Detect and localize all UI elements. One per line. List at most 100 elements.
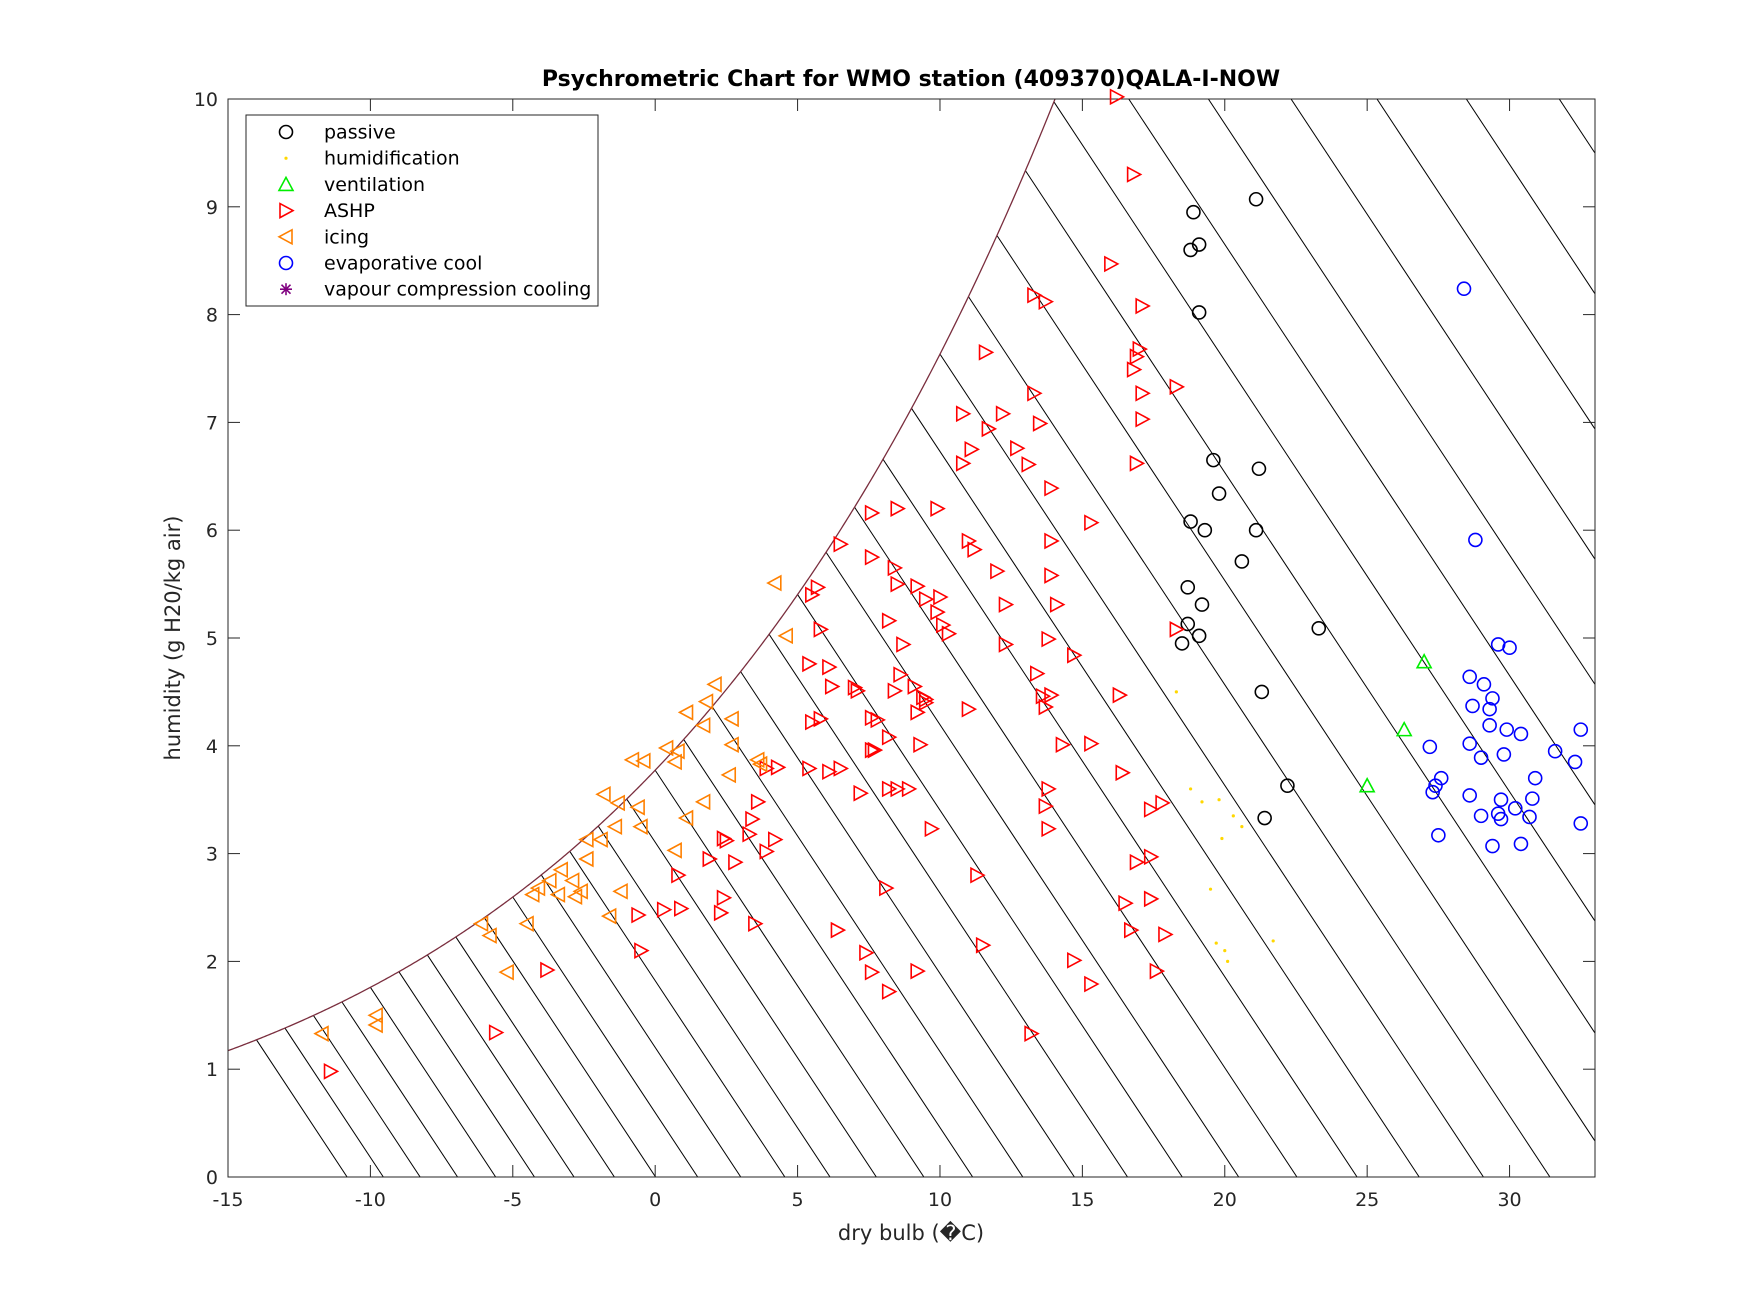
point-icing — [524, 886, 540, 903]
enthalpy-line — [1128, 99, 1595, 806]
y-tick-label: 6 — [206, 520, 218, 542]
point-ashp — [1143, 890, 1160, 908]
point-ashp — [1129, 348, 1146, 365]
point-ashp — [1126, 361, 1143, 378]
point-ashp — [910, 704, 926, 721]
point-humidification — [1188, 787, 1193, 791]
point-ventilation — [1358, 776, 1376, 793]
point-ashp — [881, 983, 898, 1000]
legend-label-vapour-compression-cooling: vapour compression cooling — [324, 279, 591, 301]
x-tick-label: 0 — [649, 1189, 661, 1211]
point-icing — [592, 831, 608, 848]
legend-label-passive: passive — [324, 122, 396, 144]
point-humidification — [1271, 939, 1275, 943]
point-humidification — [1231, 814, 1235, 818]
point-passive — [1206, 452, 1221, 468]
x-tick-label: 30 — [1497, 1189, 1521, 1211]
enthalpy-line — [854, 506, 1298, 1177]
point-passive — [1248, 522, 1264, 538]
point-ashp — [910, 962, 926, 980]
point-passive — [1180, 616, 1196, 632]
data-points — [313, 88, 1589, 1080]
y-tick-label: 1 — [206, 1059, 218, 1081]
point-passive — [1183, 514, 1198, 529]
point-icing — [541, 872, 557, 889]
point-evaporative-cool — [1476, 677, 1492, 692]
point-ashp — [1038, 293, 1055, 311]
point-ashp — [850, 682, 867, 700]
point-ashp — [870, 711, 887, 729]
point-evaporative-cool — [1485, 691, 1500, 706]
enthalpy-line — [1376, 99, 1595, 431]
point-ashp — [1027, 286, 1043, 304]
point-evaporative-cool — [1522, 809, 1537, 825]
enthalpy-line — [654, 769, 925, 1177]
y-tick-label: 2 — [206, 951, 218, 973]
point-evaporative-cool — [1425, 784, 1440, 800]
enthalpy-lines — [256, 99, 1595, 1177]
point-ashp — [1112, 686, 1129, 704]
point-ashp — [822, 658, 838, 676]
point-ashp — [1143, 848, 1160, 866]
point-passive — [1191, 628, 1207, 644]
point-ashp — [1084, 735, 1100, 752]
enthalpy-line — [1053, 101, 1595, 922]
point-evaporative-cool — [1462, 736, 1477, 751]
point-icing — [367, 1006, 383, 1024]
y-axis-label: humidity (g H20/kg air) — [161, 516, 185, 761]
point-ventilation — [1395, 720, 1413, 737]
point-ashp — [867, 741, 884, 759]
y-tick-label: 10 — [194, 89, 218, 111]
x-tick-label: 20 — [1213, 1189, 1237, 1211]
point-ashp — [1044, 686, 1060, 704]
x-tick-label: 10 — [928, 1189, 952, 1211]
x-axis-label: dry bulb (�C) — [838, 1220, 984, 1245]
point-ashp — [748, 915, 764, 933]
enthalpy-line — [683, 739, 974, 1177]
axis-ticks: -15 -10 -5 0 5 10 15 20 25 30 0 1 2 3 4 5 6 7 8 9 10 — [194, 89, 1595, 1211]
point-passive — [1197, 522, 1213, 538]
point-ashp — [702, 850, 718, 868]
legend-marker-humidification — [284, 156, 288, 160]
point-passive — [1257, 810, 1272, 826]
point-evaporative-cool — [1465, 698, 1480, 714]
point-icing — [723, 710, 739, 728]
point-ashp — [631, 906, 647, 924]
point-ashp — [323, 1063, 340, 1080]
point-icing — [572, 882, 588, 900]
enthalpy-line — [398, 971, 535, 1177]
point-ashp — [864, 548, 881, 566]
point-ashp — [990, 562, 1006, 580]
legend-marker-vapour-compression-cooling — [280, 283, 292, 296]
point-ashp — [1067, 951, 1083, 969]
y-tick-label: 7 — [206, 412, 218, 434]
point-ashp — [1135, 384, 1151, 402]
point-ashp — [1049, 596, 1066, 613]
enthalpy-line — [1465, 99, 1595, 295]
legend-label-icing: icing — [324, 226, 369, 248]
legend: passive humidification ventilation ASHP icin… — [245, 114, 599, 307]
point-ashp — [847, 679, 864, 696]
point-ashp — [833, 760, 849, 777]
point-ashp — [1123, 921, 1140, 939]
point-icing — [766, 574, 782, 592]
enthalpy-line — [1024, 170, 1595, 1034]
point-ashp — [918, 590, 935, 608]
point-ashp — [881, 780, 898, 798]
point-ashp — [728, 853, 744, 871]
legend-marker-ventilation — [277, 175, 295, 192]
point-evaporative-cool — [1525, 791, 1540, 806]
point-icing — [777, 627, 793, 645]
point-ashp — [859, 944, 875, 962]
point-ashp — [1115, 764, 1131, 782]
point-icing — [313, 1025, 329, 1042]
point-icing — [666, 753, 682, 771]
point-icing — [720, 766, 737, 784]
legend-marker-vapour-compression-cooling-stroke — [280, 284, 292, 295]
point-icing — [669, 742, 685, 760]
enthalpy-line — [825, 551, 1240, 1177]
legend-marker-passive — [278, 124, 294, 140]
point-icing — [706, 676, 722, 693]
point-icing — [518, 915, 534, 933]
point-evaporative-cool — [1422, 739, 1438, 755]
